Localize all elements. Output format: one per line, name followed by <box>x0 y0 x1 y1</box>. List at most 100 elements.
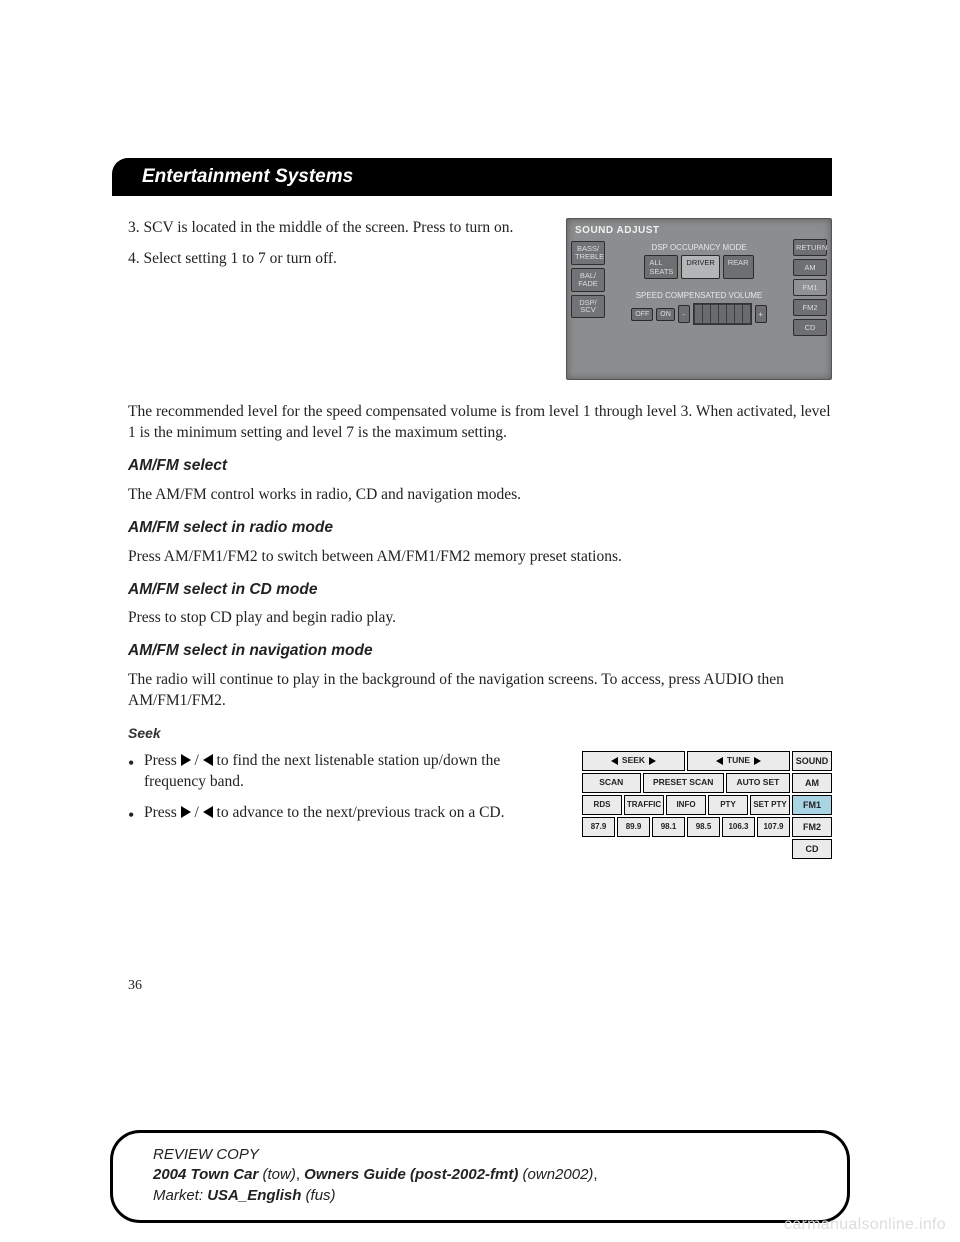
sound-adjust-panel: SOUND ADJUST BASS/TREBLEBAL/FADEDSP/SCV … <box>566 218 832 380</box>
heading-amfm-nav: AM/FM select in navigation mode <box>128 641 832 662</box>
dsp-mode-label: DSP OCCUPANCY MODE <box>611 243 787 252</box>
dsp-mode-segments: ALLSEATSDRIVERREAR <box>611 255 787 279</box>
seek-right-icon <box>649 757 656 765</box>
scv-off-button[interactable]: OFF <box>631 308 653 321</box>
tune-left-icon <box>716 757 723 765</box>
radio-btn-106-3[interactable]: 106.3 <box>722 817 755 837</box>
paragraph-amfm: The AM/FM control works in radio, CD and… <box>128 485 832 506</box>
sa-right-button-fm1[interactable]: FM1 <box>793 279 827 296</box>
comma1: , <box>296 1166 304 1183</box>
sa-right-button-return[interactable]: RETURN <box>793 239 827 256</box>
footer-line-1: REVIEW COPY <box>153 1145 819 1165</box>
radio-btn-scan[interactable]: SCAN <box>582 773 641 793</box>
radio-side-am[interactable]: AM <box>792 773 832 793</box>
scv-label: SPEED COMPENSATED VOLUME <box>611 291 787 300</box>
watermark: carmanualsonline.info <box>784 1216 946 1234</box>
tune-button[interactable]: TUNE <box>687 751 790 771</box>
radio-btn-pty[interactable]: PTY <box>708 795 748 815</box>
dsp-seg-2[interactable]: REAR <box>723 255 754 279</box>
sound-adjust-right-buttons: RETURN AM FM1 FM2 CD <box>793 239 827 336</box>
scv-on-button[interactable]: ON <box>656 308 675 321</box>
scv-bar-2 <box>703 305 710 323</box>
scv-level-bars <box>693 303 752 325</box>
radio-side: SOUNDAMFM1FM2CD <box>792 751 832 859</box>
radio-row-3: RDSTRAFFICINFOPTYSET PTY <box>582 795 790 815</box>
heading-seek: Seek <box>128 724 832 743</box>
seek-button[interactable]: SEEK <box>582 751 685 771</box>
radio-row-4: 87.989.998.198.5106.3107.9 <box>582 817 790 837</box>
own2002: (own2002) <box>518 1166 593 1183</box>
footer-line-3: Market: USA_English (fus) <box>153 1186 819 1206</box>
top-section: 3. SCV is located in the middle of the s… <box>128 218 832 380</box>
radio-btn-info[interactable]: INFO <box>666 795 706 815</box>
market-value: USA_English <box>207 1187 301 1204</box>
sound-adjust-mid: DSP OCCUPANCY MODE ALLSEATSDRIVERREAR SP… <box>611 243 787 325</box>
radio-btn-107-9[interactable]: 107.9 <box>757 817 790 837</box>
radio-btn-87-9[interactable]: 87.9 <box>582 817 615 837</box>
radio-btn-set-pty[interactable]: SET PTY <box>750 795 790 815</box>
step-4: 4. Select setting 1 to 7 or turn off. <box>128 249 548 270</box>
radio-btn-rds[interactable]: RDS <box>582 795 622 815</box>
comma2: , <box>593 1166 597 1183</box>
sa-left-button-0[interactable]: BASS/TREBLE <box>571 241 605 265</box>
heading-amfm: AM/FM select <box>128 456 832 477</box>
play-right-icon <box>181 806 191 818</box>
page-content: Entertainment Systems 3. SCV is located … <box>128 158 832 859</box>
scv-bar-7 <box>743 305 750 323</box>
bullet1-pre: Press <box>144 752 181 769</box>
owners-guide: Owners Guide (post-2002-fmt) <box>304 1166 518 1183</box>
radio-btn-98-5[interactable]: 98.5 <box>687 817 720 837</box>
play-left-icon <box>203 754 213 766</box>
radio-side-cd[interactable]: CD <box>792 839 832 859</box>
tow: (tow) <box>258 1166 296 1183</box>
top-text: 3. SCV is located in the middle of the s… <box>128 218 548 380</box>
sa-left-button-1[interactable]: BAL/FADE <box>571 268 605 292</box>
seek-bullets: Press / to find the next listenable stat… <box>128 751 558 859</box>
radio-btn-preset-scan[interactable]: PRESET SCAN <box>643 773 724 793</box>
radio-btn-98-1[interactable]: 98.1 <box>652 817 685 837</box>
bullet2-post: to advance to the next/previous track on… <box>213 804 505 821</box>
recommended-paragraph: The recommended level for the speed comp… <box>128 402 832 444</box>
radio-side-sound[interactable]: SOUND <box>792 751 832 771</box>
radio-btn-89-9[interactable]: 89.9 <box>617 817 650 837</box>
scv-bar-1 <box>695 305 702 323</box>
dsp-seg-0[interactable]: ALLSEATS <box>644 255 678 279</box>
model-year: 2004 Town Car <box>153 1166 258 1183</box>
content-body: The recommended level for the speed comp… <box>128 402 832 859</box>
sound-adjust-left-buttons: BASS/TREBLE BAL/FADE DSP/SCV <box>571 241 605 318</box>
dsp-seg-1[interactable]: DRIVER <box>681 255 719 279</box>
sa-right-button-cd[interactable]: CD <box>793 319 827 336</box>
radio-main: SEEK TUNE SCANPRESET SCANAUTO SET RDSTRA… <box>582 751 790 859</box>
paragraph-amfm-nav: The radio will continue to play in the b… <box>128 670 832 712</box>
sa-left-button-2[interactable]: DSP/SCV <box>571 295 605 319</box>
seek-left-icon <box>611 757 618 765</box>
fus: (fus) <box>301 1187 335 1204</box>
seek-label: SEEK <box>622 755 645 766</box>
paragraph-amfm-cd: Press to stop CD play and begin radio pl… <box>128 608 832 629</box>
tune-right-icon <box>754 757 761 765</box>
sa-right-button-am[interactable]: AM <box>793 259 827 276</box>
play-right-icon <box>181 754 191 766</box>
market-label: Market: <box>153 1187 207 1204</box>
review-copy: REVIEW COPY <box>153 1146 259 1163</box>
radio-btn-auto-set[interactable]: AUTO SET <box>726 773 790 793</box>
page-number: 36 <box>128 978 142 994</box>
step-3: 3. SCV is located in the middle of the s… <box>128 218 548 239</box>
seek-row: Press / to find the next listenable stat… <box>128 751 832 859</box>
radio-row-2: SCANPRESET SCANAUTO SET <box>582 773 790 793</box>
sound-adjust-title: SOUND ADJUST <box>575 225 660 236</box>
seek-bullet-1: Press / to find the next listenable stat… <box>144 751 558 793</box>
radio-row-1: SEEK TUNE <box>582 751 790 771</box>
bullet2-mid: / <box>191 804 203 821</box>
scv-decrease-button[interactable]: - <box>678 305 690 323</box>
radio-side-fm1[interactable]: FM1 <box>792 795 832 815</box>
footer-line-2: 2004 Town Car (tow), Owners Guide (post-… <box>153 1165 819 1185</box>
sa-right-button-fm2[interactable]: FM2 <box>793 299 827 316</box>
scv-bar-3 <box>711 305 718 323</box>
heading-amfm-cd: AM/FM select in CD mode <box>128 580 832 601</box>
radio-btn-traffic[interactable]: TRAFFIC <box>624 795 664 815</box>
radio-side-fm2[interactable]: FM2 <box>792 817 832 837</box>
scv-row: OFF ON - + <box>611 303 787 325</box>
scv-increase-button[interactable]: + <box>755 305 767 323</box>
scv-bar-5 <box>727 305 734 323</box>
